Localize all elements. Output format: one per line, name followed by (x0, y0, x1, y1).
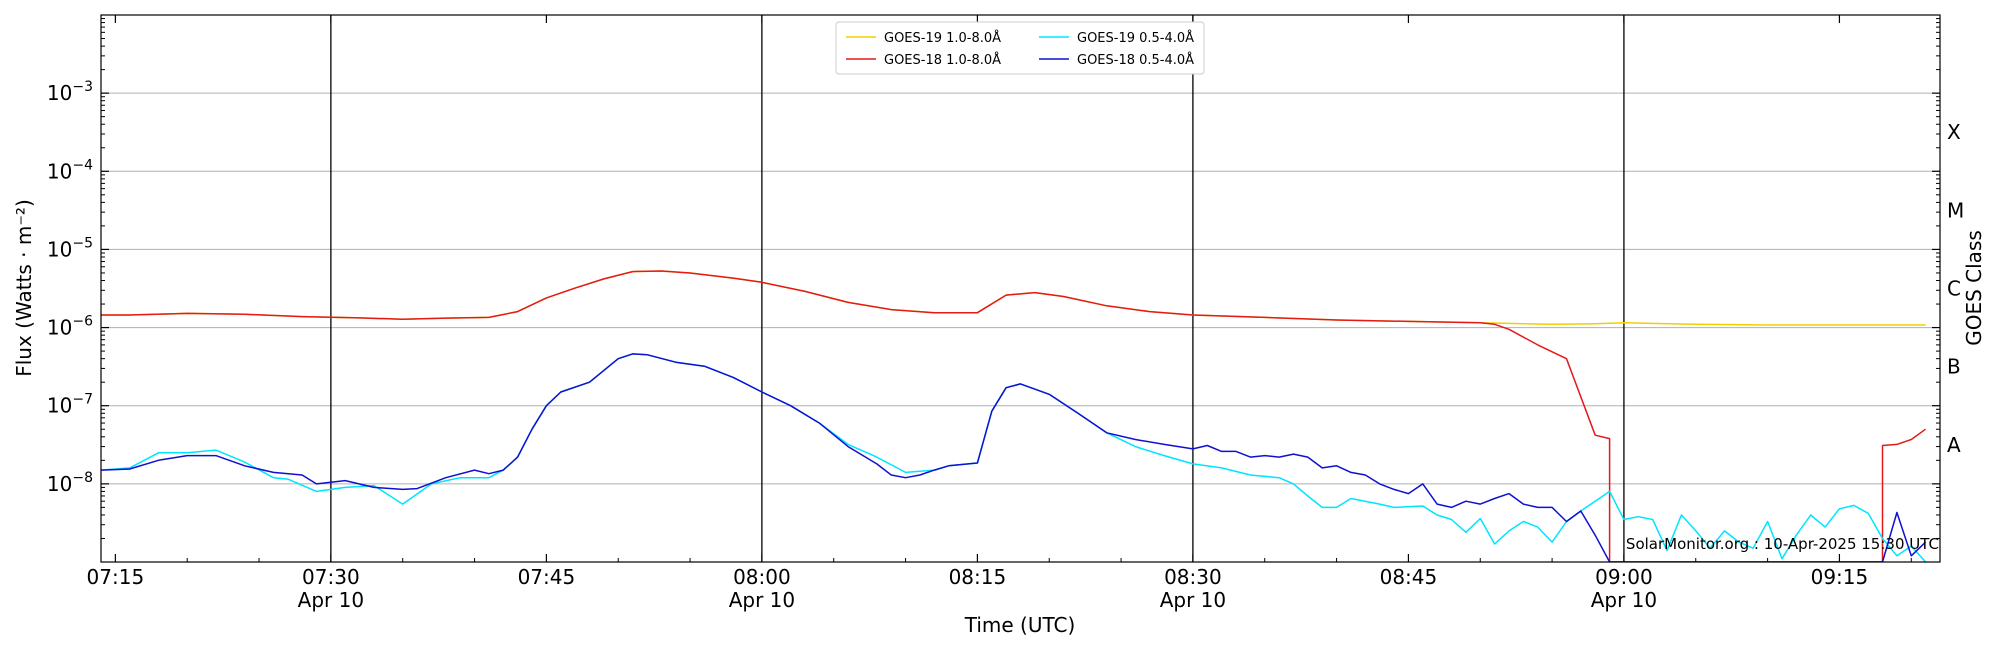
y-tick-exponent: −6 (72, 314, 93, 330)
y-tick-exponent: −8 (72, 470, 93, 486)
x-tick-date-5: Apr 10 (1160, 588, 1226, 612)
y-axis-ticks: 10−810−710−610−510−410−3 (47, 18, 1940, 539)
x-tick-label-1: 07:30 (302, 565, 360, 589)
goes-class-a: A (1947, 433, 1961, 457)
y-tick-mantissa: 10 (47, 159, 72, 183)
series-line-0 (101, 270, 1926, 326)
y-tick-mantissa: 10 (47, 81, 72, 105)
x-tick-label-7: 09:00 (1595, 565, 1653, 589)
legend-label-1: GOES-18 1.0-8.0Å (884, 52, 1001, 68)
x-tick-label-8: 09:15 (1811, 565, 1869, 589)
y-tick-mantissa: 10 (47, 316, 72, 340)
y-tick-label-2: 10−6 (47, 314, 93, 340)
x-tick-label-3: 08:00 (733, 565, 791, 589)
y-tick-label-3: 10−5 (47, 235, 93, 261)
legend-label-0: GOES-19 1.0-8.0Å (884, 30, 1001, 46)
goes-class-b: B (1947, 355, 1961, 379)
y-tick-exponent: −3 (72, 79, 93, 95)
y-tick-label-0: 10−8 (47, 470, 93, 496)
x-tick-label-0: 07:15 (87, 565, 145, 589)
goes-class-m: M (1947, 198, 1964, 222)
x-tick-label-6: 08:45 (1380, 565, 1438, 589)
y-tick-mantissa: 10 (47, 237, 72, 261)
series-line-1 (101, 270, 1927, 562)
legend-box (835, 21, 1205, 75)
y-tick-label-4: 10−4 (47, 157, 93, 183)
y-tick-label-1: 10−7 (47, 392, 93, 418)
y-tick-exponent: −4 (72, 157, 93, 173)
grid-lines (101, 92, 1940, 485)
series-lines (101, 270, 1927, 562)
legend-label-2: GOES-19 0.5-4.0Å (1077, 30, 1194, 46)
legend: GOES-19 1.0-8.0Å GOES-18 1.0-8.0Å GOES-19 … (835, 21, 1205, 75)
y-tick-label-5: 10−3 (47, 79, 93, 105)
y-tick-mantissa: 10 (47, 472, 72, 496)
goes-class-c: C (1947, 277, 1961, 301)
x-tick-date-3: Apr 10 (729, 588, 795, 612)
x-tick-label-4: 08:15 (949, 565, 1007, 589)
date-separator-lines (330, 15, 1625, 562)
goes-class-x: X (1947, 120, 1961, 144)
series-line-3 (101, 353, 1927, 562)
x-tick-label-5: 08:30 (1164, 565, 1222, 589)
x-tick-date-7: Apr 10 (1591, 588, 1657, 612)
right-axis-title: GOES Class (1962, 230, 1986, 346)
y-tick-mantissa: 10 (47, 394, 72, 418)
x-axis-title: Time (UTC) (964, 613, 1076, 637)
y-axis-title: Flux (Watts · m⁻²) (12, 199, 36, 377)
y-tick-exponent: −7 (72, 392, 93, 408)
y-tick-exponent: −5 (72, 235, 93, 251)
x-tick-date-1: Apr 10 (298, 588, 364, 612)
plot-frame (100, 14, 1941, 563)
y-axis-title-text: Flux (Watts · m⁻²) (12, 199, 36, 377)
x-tick-label-2: 07:45 (518, 565, 576, 589)
legend-label-3: GOES-18 0.5-4.0Å (1077, 52, 1194, 68)
credit-text: SolarMonitor.org : 10-Apr-2025 15:30 UTC (1626, 535, 1939, 553)
goes-class-labels: A B C M X (1947, 120, 1964, 457)
